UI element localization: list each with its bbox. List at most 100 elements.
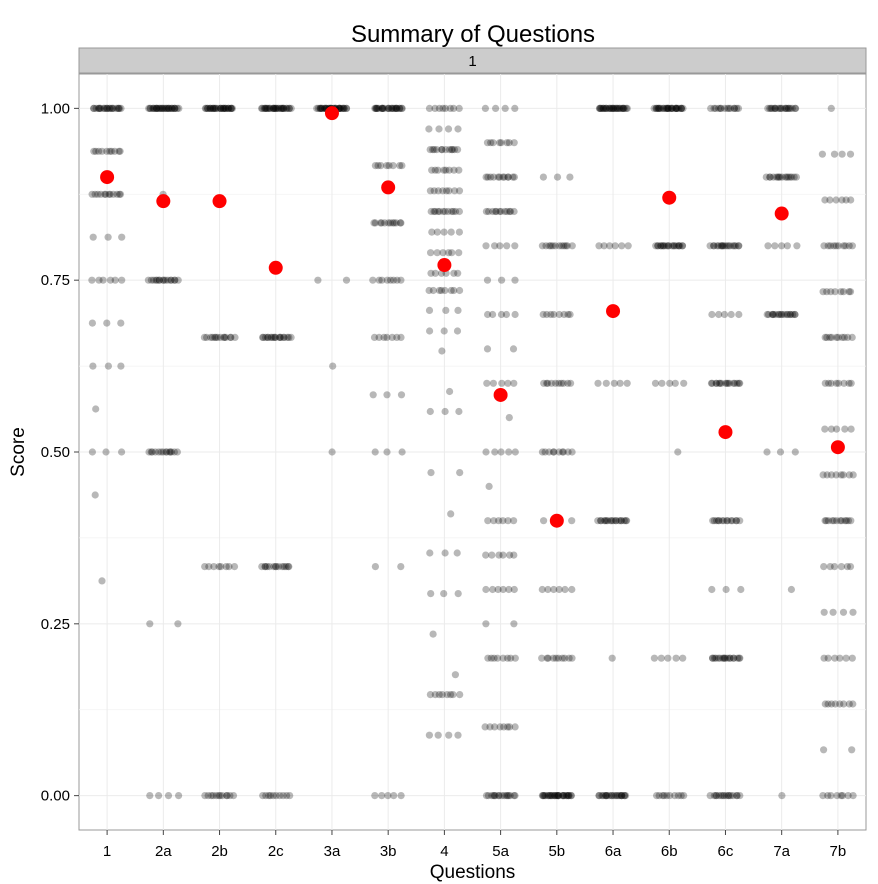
response-point: [159, 448, 167, 456]
response-point: [385, 162, 393, 170]
response-point: [559, 792, 567, 800]
response-point: [390, 104, 398, 112]
response-point: [601, 792, 610, 800]
response-point: [734, 104, 743, 112]
response-point: [560, 792, 568, 800]
response-point: [557, 379, 565, 387]
response-point: [708, 310, 716, 319]
response-point: [821, 517, 829, 525]
response-point: [499, 585, 507, 594]
response-point: [439, 249, 447, 257]
response-point: [657, 242, 665, 250]
response-point: [671, 792, 679, 800]
response-point: [723, 379, 731, 387]
mean-point: [662, 190, 677, 205]
response-point: [671, 104, 680, 112]
response-point: [819, 288, 827, 296]
response-point: [91, 190, 99, 198]
response-point: [782, 104, 790, 112]
response-point: [438, 347, 446, 355]
x-tick-label: 5a: [492, 843, 509, 860]
response-point: [712, 654, 720, 662]
response-point: [427, 207, 435, 216]
response-point: [215, 792, 223, 800]
response-point: [836, 517, 844, 525]
response-point: [497, 448, 505, 456]
response-point: [842, 517, 851, 525]
response-point: [450, 286, 458, 295]
response-point: [657, 654, 665, 662]
response-point: [392, 104, 400, 112]
response-point: [599, 104, 607, 112]
response-point: [426, 691, 434, 699]
response-point: [379, 104, 387, 112]
response-point: [499, 173, 507, 181]
response-point: [832, 333, 841, 341]
response-point: [491, 207, 500, 216]
response-point: [827, 379, 835, 387]
response-point: [386, 219, 394, 227]
response-point: [431, 269, 439, 277]
response-point: [262, 333, 270, 341]
response-point: [549, 242, 557, 250]
response-point: [397, 276, 405, 284]
response-point: [376, 219, 385, 227]
response-point: [426, 327, 434, 335]
response-point: [719, 654, 727, 662]
response-point: [220, 104, 228, 112]
response-point: [282, 104, 290, 112]
response-point: [452, 207, 460, 216]
response-point: [655, 104, 663, 112]
response-point: [398, 104, 406, 112]
response-point: [150, 276, 158, 284]
response-point: [489, 139, 497, 147]
response-point: [543, 654, 551, 662]
response-point: [505, 448, 513, 456]
x-tick-label: 5b: [548, 843, 565, 860]
response-point: [264, 333, 272, 341]
response-point: [217, 104, 225, 112]
response-point: [285, 563, 293, 571]
response-point: [498, 792, 506, 800]
y-tick-label: 1.00: [41, 100, 70, 117]
response-point: [118, 233, 126, 241]
response-point: [389, 104, 397, 112]
response-point: [613, 792, 621, 800]
response-point: [434, 166, 442, 174]
response-point: [450, 104, 458, 112]
response-point: [715, 792, 723, 800]
response-point: [393, 104, 401, 112]
response-point: [511, 723, 519, 731]
response-point: [390, 219, 398, 227]
response-point: [447, 228, 455, 236]
response-point: [674, 792, 683, 800]
response-point: [560, 310, 568, 319]
response-point: [90, 147, 98, 155]
response-point: [505, 139, 513, 147]
response-point: [554, 792, 562, 800]
response-point: [491, 723, 499, 731]
response-point: [786, 104, 795, 112]
response-point: [511, 104, 519, 112]
response-point: [721, 654, 730, 662]
response-point: [600, 242, 608, 250]
response-point: [277, 333, 285, 341]
response-point: [338, 104, 346, 112]
response-point: [609, 104, 617, 112]
response-point: [775, 173, 783, 181]
response-point: [791, 310, 799, 319]
response-point: [370, 333, 379, 341]
response-point: [594, 517, 602, 525]
response-point: [380, 333, 388, 341]
response-point: [425, 125, 433, 133]
y-axis-title: Score: [8, 427, 29, 477]
response-point: [450, 146, 459, 154]
response-point: [204, 792, 212, 800]
response-point: [317, 104, 325, 112]
response-point: [821, 333, 829, 341]
response-point: [568, 448, 576, 456]
response-point: [764, 104, 772, 112]
response-point: [832, 379, 841, 387]
response-point: [668, 242, 676, 250]
response-point: [660, 104, 668, 112]
